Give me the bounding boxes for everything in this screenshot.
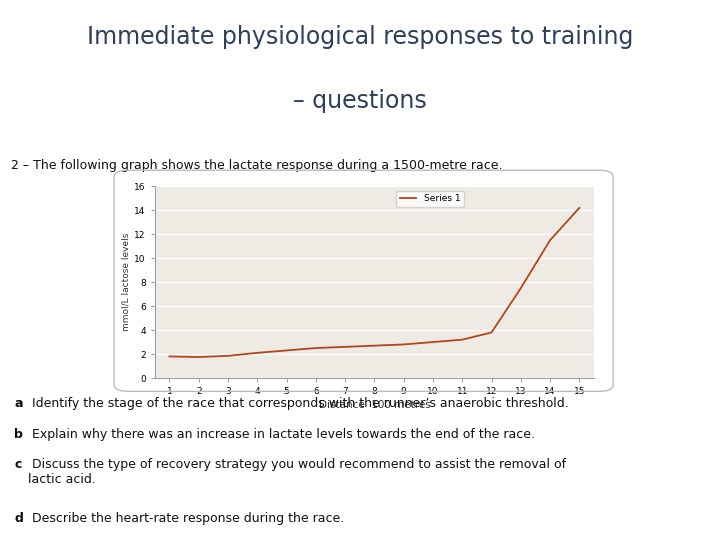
Series 1 <box>370 342 379 349</box>
Series 1 <box>194 354 203 360</box>
Series 1 <box>546 237 554 244</box>
Series 1 <box>253 349 261 356</box>
Text: Immediate physiological responses to training: Immediate physiological responses to tra… <box>87 25 633 49</box>
Y-axis label: mmol/L lactose levels: mmol/L lactose levels <box>121 233 130 332</box>
X-axis label: Distance  100 metres: Distance 100 metres <box>318 400 431 410</box>
Series 1 <box>224 353 233 359</box>
Text: d: d <box>14 512 23 525</box>
Series 1 <box>575 205 584 211</box>
Series 1 <box>428 339 437 345</box>
Text: c: c <box>14 458 22 471</box>
Series 1 <box>400 341 408 348</box>
Text: a: a <box>14 397 23 410</box>
Series 1 <box>165 353 174 360</box>
Text: b: b <box>14 428 23 441</box>
Line: Series 1: Series 1 <box>169 208 580 357</box>
Text: Identify the stage of the race that corresponds with the runner’s anaerobic thre: Identify the stage of the race that corr… <box>28 397 569 410</box>
Text: Explain why there was an increase in lactate levels towards the end of the race.: Explain why there was an increase in lac… <box>28 428 536 441</box>
Text: Describe the heart-rate response during the race.: Describe the heart-rate response during … <box>28 512 345 525</box>
Series 1 <box>312 345 320 352</box>
Text: 2 – The following graph shows the lactate response during a 1500-metre race.: 2 – The following graph shows the lactat… <box>11 159 503 172</box>
Series 1 <box>341 343 349 350</box>
Series 1 <box>458 336 467 343</box>
Series 1 <box>516 285 525 292</box>
Series 1 <box>282 347 291 354</box>
Series 1 <box>487 329 496 336</box>
Text: Discuss the type of recovery strategy you would recommend to assist the removal : Discuss the type of recovery strategy yo… <box>28 458 567 487</box>
Legend: Series 1: Series 1 <box>397 191 464 207</box>
Text: – questions: – questions <box>293 89 427 112</box>
